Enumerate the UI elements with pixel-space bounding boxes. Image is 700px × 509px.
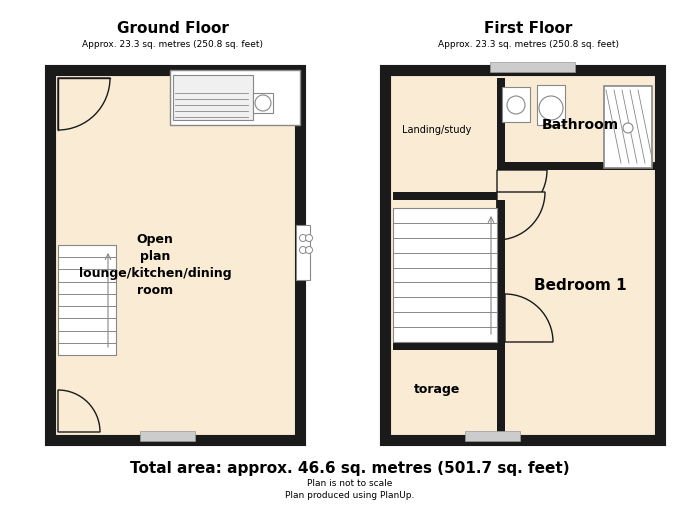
Text: Open
plan
lounge/kitchen/dining
room: Open plan lounge/kitchen/dining room <box>78 233 231 297</box>
Bar <box>537 85 565 125</box>
Text: Plan produced using PlanUp.: Plan produced using PlanUp. <box>286 491 414 499</box>
Wedge shape <box>58 390 100 432</box>
Bar <box>604 86 652 168</box>
Text: Approx. 23.3 sq. metres (250.8 sq. feet): Approx. 23.3 sq. metres (250.8 sq. feet) <box>83 40 263 48</box>
Bar <box>140 431 195 441</box>
Bar <box>296 225 310 280</box>
Text: Landing/study: Landing/study <box>402 125 472 135</box>
Bar <box>490 62 575 72</box>
Circle shape <box>623 123 633 133</box>
Text: Total area: approx. 46.6 sq. metres (501.7 sq. feet): Total area: approx. 46.6 sq. metres (501… <box>130 461 570 475</box>
Bar <box>497 78 505 170</box>
Wedge shape <box>58 78 110 130</box>
Text: First Floor: First Floor <box>484 20 572 36</box>
Circle shape <box>300 235 307 241</box>
Text: torage: torage <box>414 383 460 397</box>
Text: Ground Floor: Ground Floor <box>117 20 229 36</box>
Wedge shape <box>497 192 545 240</box>
Bar <box>385 70 660 440</box>
Bar <box>393 342 505 350</box>
Wedge shape <box>505 294 553 342</box>
Bar <box>173 75 253 120</box>
Bar <box>502 87 530 122</box>
Circle shape <box>507 96 525 114</box>
Bar <box>393 192 497 200</box>
Wedge shape <box>497 170 547 220</box>
Text: Plan is not to scale: Plan is not to scale <box>307 479 393 489</box>
Bar <box>170 70 300 125</box>
Circle shape <box>305 235 312 241</box>
Bar <box>393 208 497 342</box>
Bar <box>58 245 116 355</box>
Circle shape <box>300 246 307 253</box>
Circle shape <box>255 95 271 111</box>
Text: Bedroom 1: Bedroom 1 <box>533 277 626 293</box>
Bar <box>50 70 300 440</box>
Bar <box>497 200 505 440</box>
Text: Approx. 23.3 sq. metres (250.8 sq. feet): Approx. 23.3 sq. metres (250.8 sq. feet) <box>438 40 619 48</box>
Text: Bathroom: Bathroom <box>541 118 619 132</box>
Circle shape <box>305 246 312 253</box>
Circle shape <box>539 96 563 120</box>
Bar <box>497 162 660 170</box>
Bar <box>253 93 273 113</box>
Bar <box>465 431 520 441</box>
